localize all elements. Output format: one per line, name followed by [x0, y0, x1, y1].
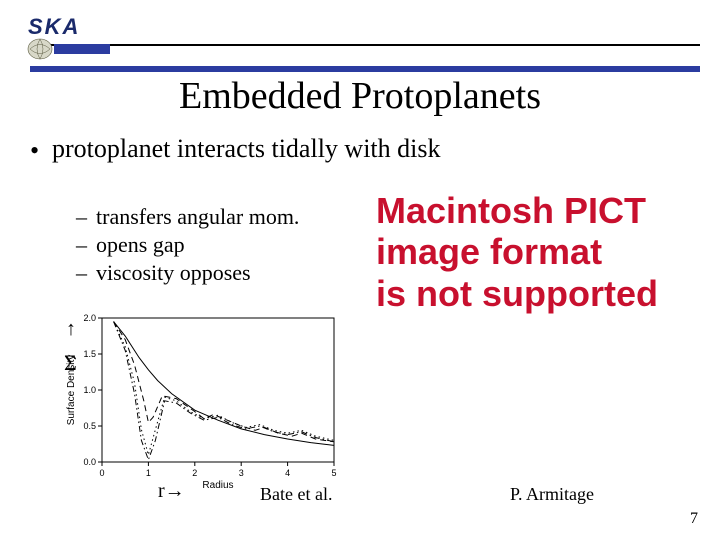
pict-error-message: Macintosh PICT image format is not suppo…: [376, 190, 702, 314]
bullet-dash-icon: –: [76, 260, 87, 287]
pict-line-2: image format: [376, 231, 702, 272]
svg-text:1.5: 1.5: [83, 349, 96, 359]
header-rule-top: [30, 44, 700, 46]
svg-text:2: 2: [192, 468, 197, 478]
svg-text:0.5: 0.5: [83, 421, 96, 431]
header-rule-bottom: [30, 66, 700, 72]
page-title: Embedded Protoplanets: [0, 74, 720, 118]
page-number: 7: [690, 510, 698, 528]
bullet-l2-1-text: transfers angular mom.: [96, 204, 299, 229]
bullet-dash-icon: –: [76, 232, 87, 259]
bate-citation: Bate et al.: [260, 484, 332, 505]
bullet-l2-3-text: viscosity opposes: [96, 260, 251, 285]
svg-text:1: 1: [146, 468, 151, 478]
bullet-dash-icon: –: [76, 204, 87, 231]
svg-text:3: 3: [239, 468, 244, 478]
sigma-label: Σ: [64, 350, 77, 376]
pict-line-1: Macintosh PICT: [376, 190, 702, 231]
sigma-arrow: ↑: [66, 318, 76, 341]
bullet-dot-icon: •: [30, 136, 39, 167]
svg-text:5: 5: [331, 468, 336, 478]
svg-text:Radius: Radius: [202, 480, 233, 490]
bullet-l1-1-text: protoplanet interacts tidally with disk: [52, 134, 440, 163]
r-arrow-label: r→: [158, 480, 185, 503]
svg-text:4: 4: [285, 468, 290, 478]
bullet-l2-2: – opens gap: [96, 232, 185, 259]
svg-text:2.0: 2.0: [83, 313, 96, 323]
ska-logo: SKA: [24, 16, 114, 60]
svg-text:0: 0: [99, 468, 104, 478]
bullet-l2-2-text: opens gap: [96, 232, 185, 257]
svg-text:0.0: 0.0: [83, 457, 96, 467]
globe-icon: [26, 38, 112, 60]
armitage-citation: P. Armitage: [510, 484, 594, 505]
pict-line-3: is not supported: [376, 273, 702, 314]
surface-density-chart: 0.00.51.01.52.0012345Surface DensityRadi…: [62, 310, 342, 490]
bullet-l2-1: – transfers angular mom.: [96, 204, 299, 231]
bullet-l1-1: • protoplanet interacts tidally with dis…: [52, 134, 440, 165]
header-bar: SKA: [0, 20, 720, 58]
ska-logo-text: SKA: [28, 14, 80, 40]
bullet-l2-3: – viscosity opposes: [96, 260, 251, 287]
svg-text:1.0: 1.0: [83, 385, 96, 395]
